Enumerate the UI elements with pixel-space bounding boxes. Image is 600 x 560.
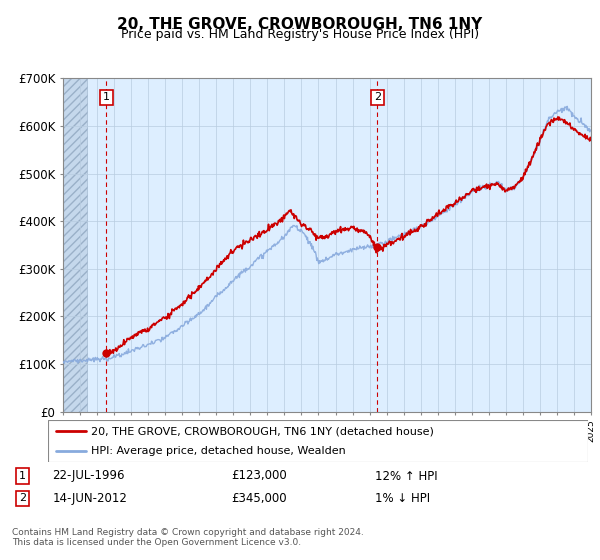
Text: 20, THE GROVE, CROWBOROUGH, TN6 1NY: 20, THE GROVE, CROWBOROUGH, TN6 1NY xyxy=(118,17,482,32)
Text: 1% ↓ HPI: 1% ↓ HPI xyxy=(375,492,430,505)
Text: 20, THE GROVE, CROWBOROUGH, TN6 1NY (detached house): 20, THE GROVE, CROWBOROUGH, TN6 1NY (det… xyxy=(91,426,434,436)
Text: 1: 1 xyxy=(19,471,26,481)
Text: Contains HM Land Registry data © Crown copyright and database right 2024.
This d: Contains HM Land Registry data © Crown c… xyxy=(12,528,364,547)
Text: 1: 1 xyxy=(103,92,110,102)
Text: HPI: Average price, detached house, Wealden: HPI: Average price, detached house, Weal… xyxy=(91,446,346,456)
Text: £345,000: £345,000 xyxy=(231,492,287,505)
Text: 22-JUL-1996: 22-JUL-1996 xyxy=(52,469,125,483)
Text: 2: 2 xyxy=(19,493,26,503)
Text: 14-JUN-2012: 14-JUN-2012 xyxy=(52,492,127,505)
Text: 2: 2 xyxy=(374,92,381,102)
Text: Price paid vs. HM Land Registry's House Price Index (HPI): Price paid vs. HM Land Registry's House … xyxy=(121,28,479,41)
Text: £123,000: £123,000 xyxy=(231,469,287,483)
Text: 12% ↑ HPI: 12% ↑ HPI xyxy=(375,469,437,483)
Bar xyxy=(63,78,87,412)
